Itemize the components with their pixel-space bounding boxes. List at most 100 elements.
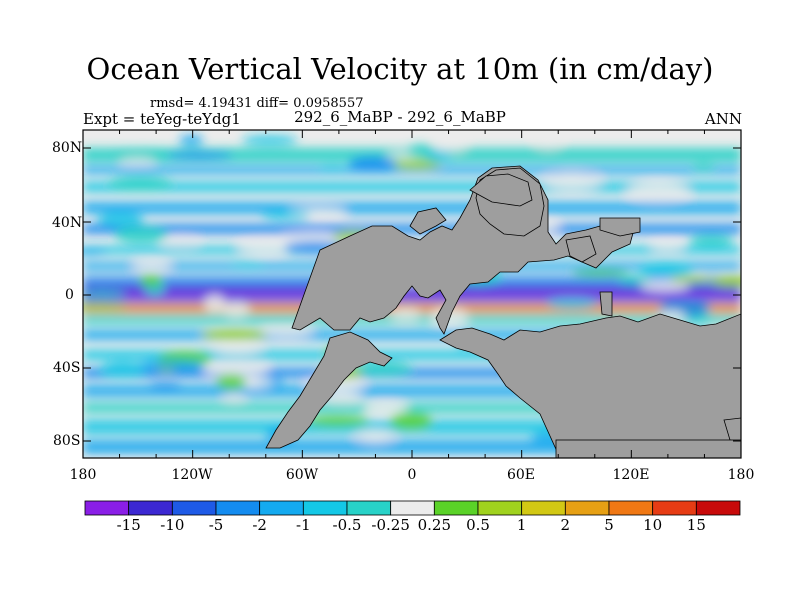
velocity-patch [139, 275, 163, 286]
rmsd-stats: rmsd= 4.19431 diff= 0.0958557 [150, 96, 364, 111]
colorbar-label: -10 [160, 516, 185, 534]
season-label: ANN [704, 110, 742, 128]
velocity-patch [638, 261, 694, 277]
colorbar-swatch [608, 500, 654, 516]
velocity-patch [571, 269, 630, 277]
colorbar-swatch [84, 500, 130, 516]
velocity-band [83, 368, 741, 378]
lon-label-120e: 120E [612, 467, 650, 483]
velocity-patch [179, 134, 204, 146]
velocity-patch [317, 165, 350, 172]
velocity-patch [354, 429, 396, 443]
land-mass [265, 331, 393, 449]
lon-label-180e: 180 [727, 467, 755, 483]
colorbar-swatch [564, 500, 610, 516]
colorbar-swatch [302, 500, 348, 516]
land-mass [599, 291, 613, 317]
velocity-patch [424, 150, 453, 163]
velocity-patch [229, 261, 267, 268]
velocity-patch [324, 391, 362, 403]
colorbar-label: 15 [686, 516, 706, 534]
colorbar-label: 0.25 [417, 516, 452, 534]
colorbar-swatch [652, 500, 697, 516]
land-masses [265, 165, 741, 458]
lon-label-180w: 180 [69, 467, 97, 483]
velocity-patch [148, 382, 182, 390]
velocity-patch [107, 176, 174, 192]
plot-title: Ocean Vertical Velocity at 10m (in cm/da… [86, 52, 714, 86]
velocity-patch [83, 247, 109, 256]
velocity-patch [238, 241, 295, 253]
lon-label-60e: 60E [506, 467, 536, 483]
velocity-band [83, 330, 741, 340]
velocity-patch [391, 158, 441, 170]
velocity-patch [114, 225, 168, 244]
land-mass [409, 207, 447, 235]
velocity-patch [262, 210, 311, 220]
velocity-patch [164, 151, 234, 160]
colorbar-label: -0.5 [332, 516, 362, 534]
velocity-patch [83, 290, 126, 298]
colorbar-label: -5 [208, 516, 224, 534]
colorbar-label: 1 [516, 516, 527, 534]
colorbar-swatch [346, 500, 392, 516]
velocity-patch [305, 415, 369, 427]
velocity-patch [119, 158, 156, 165]
colorbar-swatch [477, 500, 523, 516]
velocity-band [83, 303, 741, 308]
colorbar-swatch [215, 500, 261, 516]
lat-label-eq: 0 [65, 287, 74, 303]
velocity-band [83, 224, 741, 234]
velocity-patch [428, 143, 467, 152]
colorbar-label: -2 [252, 516, 267, 534]
velocity-patch [222, 301, 250, 318]
lon-label-0: 0 [407, 467, 417, 483]
lat-label-80s: 80S [53, 433, 81, 449]
velocity-patch [618, 275, 652, 285]
colorbar-swatch [433, 500, 479, 516]
land-mass [439, 313, 741, 458]
velocity-patch [710, 275, 741, 288]
lat-label-40n: 40N [52, 215, 83, 231]
colorbar-swatch [390, 500, 435, 516]
velocity-patch [97, 213, 144, 226]
land-mass [599, 217, 641, 237]
velocity-patch [99, 361, 147, 379]
velocity-patch [161, 238, 198, 246]
velocity-band [83, 298, 741, 303]
colorbar-swatch [521, 500, 566, 516]
velocity-band [83, 166, 741, 174]
comparison-subtitle: 292_6_MaBP - 292_6_MaBP [294, 108, 506, 126]
colorbar-label: -15 [116, 516, 141, 534]
velocity-patch [389, 308, 422, 320]
velocity-patch [691, 163, 716, 172]
colorbar-label: -1 [296, 516, 311, 534]
velocity-patch [363, 402, 409, 414]
velocity-patch [651, 243, 684, 251]
lon-label-60w: 60W [285, 467, 319, 483]
velocity-patch [115, 147, 170, 162]
velocity-patch [670, 275, 713, 283]
colorbar-label: -0.25 [371, 516, 410, 534]
velocity-patch [215, 374, 247, 390]
velocity-patch [627, 182, 690, 201]
velocity-band [83, 202, 741, 214]
velocity-patch [535, 139, 562, 150]
land-mass [469, 173, 533, 207]
velocity-band [83, 350, 741, 360]
velocity-patch [137, 359, 206, 370]
colorbar-swatch [259, 500, 304, 516]
lat-label-80n: 80N [52, 140, 83, 156]
velocity-patch [389, 412, 433, 430]
colorbar-label: 5 [604, 516, 614, 534]
velocity-patch [639, 280, 690, 292]
velocity-patch [83, 302, 128, 311]
velocity-patch [132, 262, 172, 269]
velocity-patch [213, 342, 262, 355]
velocity-patch [203, 362, 269, 376]
colorbar [84, 500, 741, 516]
colorbar-swatch [171, 500, 217, 516]
colorbar-label: 10 [643, 516, 663, 534]
experiment-label: Expt = teYeg-teYdg1 [83, 110, 241, 128]
colorbar-label: 2 [560, 516, 571, 534]
